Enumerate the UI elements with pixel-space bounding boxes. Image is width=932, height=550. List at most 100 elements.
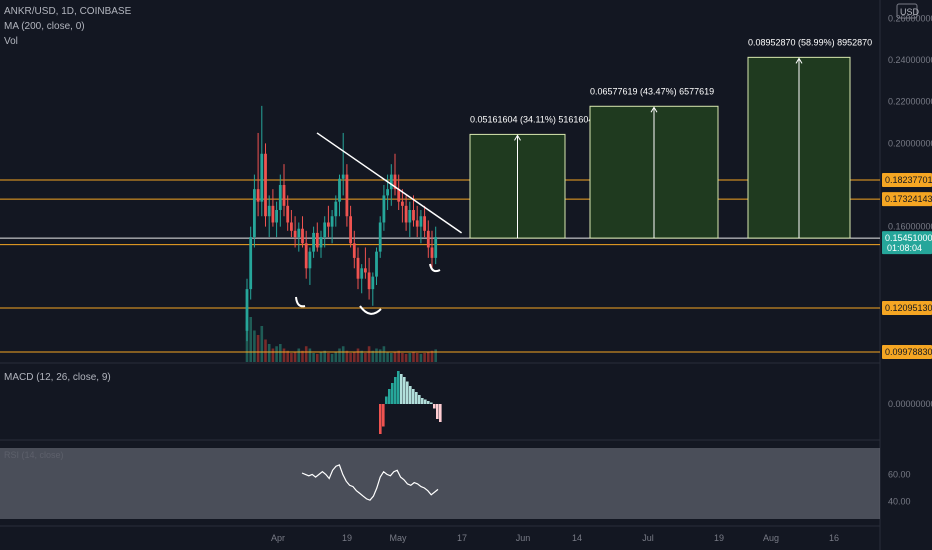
volume-bar	[312, 353, 315, 362]
macd-histogram-bar	[436, 404, 439, 419]
candle-body	[360, 268, 364, 279]
candle-body	[378, 222, 382, 252]
rsi-indicator-label: RSI (14, close)	[4, 450, 64, 460]
volume-bar	[375, 348, 378, 362]
candle-body	[323, 222, 327, 238]
candle-body	[286, 205, 290, 223]
volume-bar	[319, 352, 323, 362]
volume-bar	[371, 350, 375, 362]
time-tick-label: May	[389, 533, 407, 543]
candle-body	[412, 209, 415, 221]
volume-bar	[293, 352, 297, 362]
candle-body	[315, 232, 319, 248]
time-tick-label: 19	[342, 533, 352, 543]
volume-bar	[397, 350, 400, 362]
macd-histogram-bar	[382, 404, 385, 427]
volume-bar	[316, 353, 319, 362]
macd-indicator-label: MACD (12, 26, close, 9)	[4, 372, 111, 383]
macd-histogram-bar	[397, 371, 400, 404]
volume-bar	[353, 352, 356, 362]
level-price-tag	[882, 192, 932, 207]
bottom-marker	[429, 263, 441, 273]
volume-bar	[341, 346, 345, 362]
candle-body	[264, 153, 267, 217]
level-price-label: 0.18237701	[885, 175, 932, 185]
candle-body	[382, 195, 386, 223]
candle-body	[327, 222, 330, 227]
volume-bar	[290, 353, 293, 362]
time-tick-label: 14	[572, 533, 582, 543]
volume-bar	[297, 348, 301, 362]
volume-bar	[367, 346, 371, 362]
candle-body	[423, 216, 426, 231]
volume-bar	[408, 353, 412, 362]
candle-body	[249, 237, 253, 290]
volume-bar	[253, 330, 256, 362]
candle-body	[408, 209, 412, 223]
volume-bar	[245, 321, 249, 362]
macd-histogram-bar	[391, 383, 394, 404]
rsi-band	[0, 448, 880, 519]
macd-histogram-bar	[430, 402, 433, 404]
volume-bar	[404, 353, 408, 362]
level-price-tag	[882, 345, 932, 360]
volume-bar	[430, 350, 434, 362]
projection-arrowhead	[650, 106, 658, 113]
projection-label: 0.05161604 (34.11%) 5161604	[470, 114, 593, 124]
macd-histogram-bar	[418, 395, 421, 404]
time-tick-label: 16	[829, 533, 839, 543]
candle-body	[367, 272, 371, 290]
volume-bar	[382, 346, 386, 362]
candle-body	[267, 205, 271, 217]
volume-bar	[249, 317, 252, 362]
volume-bar	[334, 352, 338, 362]
candle-body	[330, 216, 334, 227]
candle-body	[349, 216, 352, 244]
candle-body	[319, 237, 323, 248]
candle-body	[389, 174, 393, 190]
candle-body	[271, 205, 275, 223]
volume-bar	[386, 352, 389, 362]
level-price-label: 0.17324143	[885, 194, 932, 204]
price-tick-label: 0.16000000	[888, 222, 932, 232]
volume-bar	[256, 335, 260, 362]
candle-body	[293, 230, 297, 238]
candle-body	[253, 189, 256, 238]
level-price-tag	[882, 300, 932, 315]
candle-body	[426, 230, 430, 248]
rsi-tick-label: 60.00	[888, 469, 911, 479]
macd-histogram-bar	[433, 404, 436, 409]
time-tick-label: Jun	[516, 533, 531, 543]
time-tick-label: Aug	[763, 533, 779, 543]
candle-body	[356, 257, 360, 279]
volume-bar	[364, 353, 367, 362]
candle-body	[282, 185, 286, 206]
volume-bar	[308, 348, 312, 362]
trendline	[316, 132, 463, 234]
macd-histogram-bar	[427, 401, 430, 404]
volume-bar	[330, 353, 334, 362]
macd-tick-label: 0.00000000	[888, 399, 932, 409]
candle-body	[401, 201, 404, 206]
candle-body	[334, 201, 338, 217]
candle-body	[290, 222, 293, 231]
ma-indicator-label: MA (200, close, 0)	[4, 21, 85, 32]
volume-indicator-label: Vol	[4, 36, 18, 47]
candle-body	[345, 174, 349, 217]
candle-body	[275, 209, 278, 223]
price-tick-label: 0.20000000	[888, 138, 932, 148]
candle-body	[404, 205, 408, 223]
candle-body	[375, 251, 378, 277]
volume-bar	[286, 350, 289, 362]
macd-histogram-bar	[415, 392, 418, 404]
volume-bar	[279, 344, 282, 362]
level-price-label: 0.09978830	[885, 347, 932, 357]
volume-bar	[423, 353, 426, 362]
time-tick-label: Apr	[271, 533, 285, 543]
volume-bar	[412, 352, 415, 362]
currency-label: USD	[900, 7, 920, 17]
rsi-line	[301, 464, 439, 501]
volume-bar	[401, 353, 404, 362]
candle-body	[297, 228, 301, 238]
candle-body	[434, 237, 438, 258]
